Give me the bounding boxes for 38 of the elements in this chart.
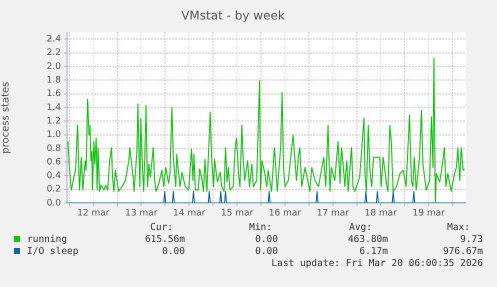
x-tick-label: 17 mar	[316, 208, 350, 219]
y-tick-label: 1.4	[46, 102, 62, 113]
y-axis-title: process states	[0, 82, 12, 154]
y-tick-label: 0.4	[46, 171, 62, 182]
y-tick-label: 0.6	[46, 157, 62, 168]
x-tick-label: 13 mar	[125, 208, 158, 219]
y-tick-label: 2.2	[46, 48, 61, 58]
text: 463.80m	[348, 234, 388, 246]
y-tick-label: 1.2	[46, 116, 61, 126]
chart-title: VMstat - by week	[181, 8, 285, 22]
legend-label: running	[27, 234, 68, 246]
x-tick-label: 14 mar	[172, 208, 206, 219]
x-tick-label: 15 mar	[220, 208, 254, 219]
y-tick-label: 0.2	[46, 184, 61, 195]
x-tick-label: 16 mar	[268, 208, 302, 219]
text: 9.73	[460, 234, 483, 246]
text: Avg:	[349, 222, 372, 234]
legend-label: I/O sleep	[27, 246, 78, 258]
y-tick-label: 2.4	[46, 34, 62, 45]
text: Max:	[447, 222, 470, 234]
text: 6.17m	[359, 246, 388, 258]
y-tick-label: 1.0	[46, 130, 62, 140]
text: 0.00	[255, 246, 278, 258]
text: 976.67m	[442, 246, 483, 258]
x-tick-label: 18 mar	[364, 208, 398, 219]
text: 0.00	[255, 234, 278, 246]
y-tick-label: 2.0	[46, 62, 62, 72]
x-tick-label: 12 mar	[77, 208, 110, 219]
text: Cur:	[150, 222, 173, 234]
y-tick-label: 1.8	[46, 76, 62, 86]
y-tick-label: 0.0	[46, 198, 62, 208]
text: Min:	[249, 222, 272, 234]
y-tick-label: 1.6	[46, 89, 62, 100]
text: 615.56m	[144, 234, 185, 246]
x-tick-label: 19 mar	[412, 208, 446, 219]
y-tick-label: 0.8	[46, 144, 62, 154]
text: Last update: Fri Mar 20 06:00:35 2026	[271, 258, 483, 270]
text: 0.00	[162, 246, 185, 258]
